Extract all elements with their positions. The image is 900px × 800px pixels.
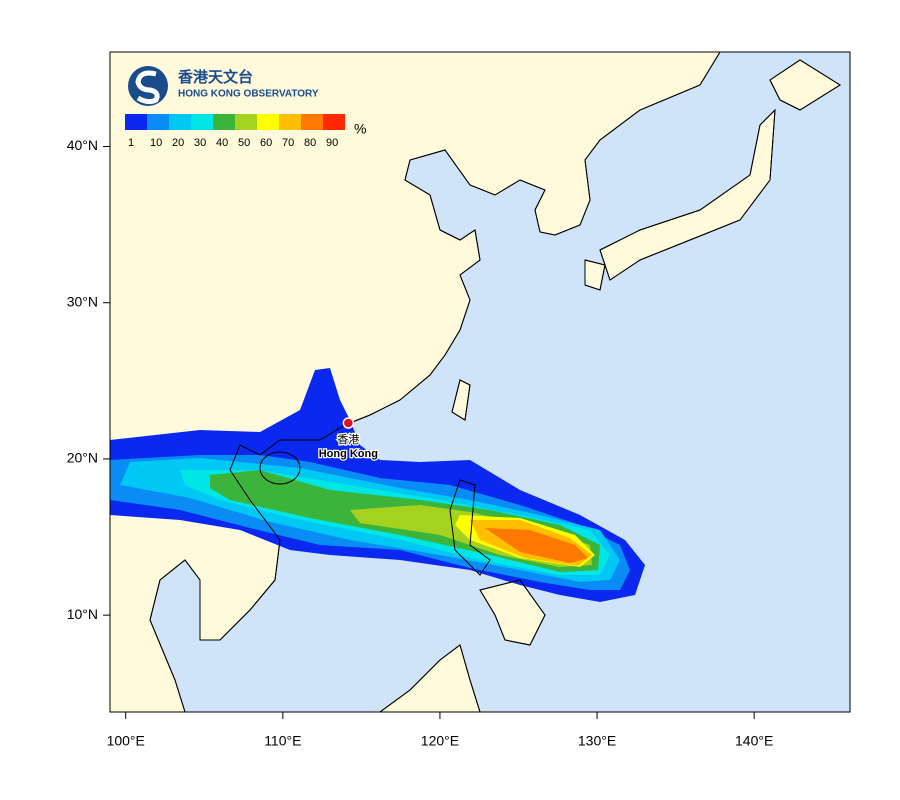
legend-label: 40	[216, 137, 228, 149]
legend-label: 90	[326, 137, 338, 149]
axes: 100°E 110°E 120°E 130°E 140°E 10°N 20°N 30°N 40°…	[67, 137, 774, 748]
probability-contour	[485, 528, 588, 563]
place-name-en: Hong Kong	[319, 448, 378, 460]
x-tick-label: 140°E	[735, 733, 773, 749]
y-tick-label: 40°N	[67, 137, 98, 153]
x-tick-label: 110°E	[264, 733, 301, 749]
logo-en: HONG KONG OBSERVATORY	[178, 89, 319, 100]
legend-unit: %	[354, 121, 366, 137]
legend-label: 10	[150, 137, 162, 149]
y-tick-label: 30°N	[67, 293, 98, 309]
x-tick-label: 100°E	[107, 733, 145, 749]
coastline	[110, 52, 721, 712]
legend-label: 30	[194, 137, 206, 149]
x-tick-label: 120°E	[421, 733, 459, 749]
legend-label: 50	[238, 137, 250, 149]
place-marker	[342, 417, 355, 429]
legend-label: 60	[260, 137, 272, 149]
legend-swatch	[323, 114, 345, 130]
legend-swatch	[301, 114, 323, 130]
coastline	[599, 108, 776, 281]
legend-swatch	[279, 114, 301, 130]
legend-swatch	[125, 114, 147, 130]
legend-swatch	[257, 114, 279, 130]
coastline	[451, 379, 471, 421]
legend-label: 80	[304, 137, 316, 149]
logo-s	[135, 70, 160, 105]
coastline	[259, 451, 301, 485]
legend-swatch	[147, 114, 169, 130]
coastline	[449, 479, 491, 576]
legend-swatch	[213, 114, 235, 130]
legend: 1 10 20 30 40 50 60 70 80 90	[125, 114, 345, 149]
probability-swath	[110, 52, 841, 712]
legend-swatch	[169, 114, 191, 130]
legend-label: 70	[282, 137, 294, 149]
x-tick-label: 130°E	[578, 733, 616, 749]
legend-label: 1	[128, 137, 134, 149]
coastline	[479, 579, 546, 646]
legend-swatch	[191, 114, 213, 130]
y-tick-label: 20°N	[67, 450, 98, 466]
y-tick-label: 10°N	[67, 606, 98, 622]
coastline	[379, 644, 481, 712]
land	[110, 52, 841, 712]
frame	[109, 51, 851, 713]
place-name-zh: 香港	[337, 433, 359, 446]
legend-label: 20	[172, 137, 184, 149]
logo-zh: 香港天文台	[178, 68, 253, 86]
legend-swatch	[235, 114, 257, 130]
coastline	[769, 59, 841, 111]
coastline	[584, 259, 606, 291]
